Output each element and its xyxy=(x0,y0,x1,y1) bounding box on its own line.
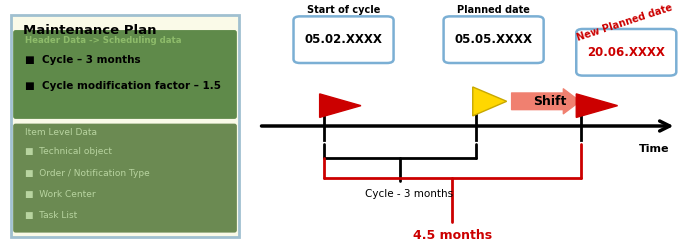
FancyBboxPatch shape xyxy=(576,29,676,76)
FancyArrowPatch shape xyxy=(512,89,580,114)
Text: ■  Cycle – 3 months: ■ Cycle – 3 months xyxy=(25,55,141,65)
Text: New Planned date: New Planned date xyxy=(575,3,674,43)
FancyBboxPatch shape xyxy=(13,124,237,233)
Text: 20.06.XXXX: 20.06.XXXX xyxy=(587,46,665,59)
Text: Item Level Data: Item Level Data xyxy=(25,128,97,137)
Polygon shape xyxy=(320,94,361,117)
Text: ■  Task List: ■ Task List xyxy=(25,211,77,220)
Text: ■  Order / Notification Type: ■ Order / Notification Type xyxy=(25,169,150,178)
Text: Start of cycle: Start of cycle xyxy=(307,5,380,15)
Text: Planned date: Planned date xyxy=(457,5,530,15)
Text: ■  Technical object: ■ Technical object xyxy=(25,147,112,156)
Text: Maintenance Plan: Maintenance Plan xyxy=(23,24,156,37)
FancyBboxPatch shape xyxy=(444,16,544,63)
Text: 05.02.XXXX: 05.02.XXXX xyxy=(305,33,382,46)
Text: 4.5 months: 4.5 months xyxy=(413,229,492,242)
Polygon shape xyxy=(473,87,507,116)
Polygon shape xyxy=(576,94,618,117)
Text: Header Data -> Scheduling data: Header Data -> Scheduling data xyxy=(25,36,182,45)
Text: Time: Time xyxy=(639,144,670,154)
FancyBboxPatch shape xyxy=(11,15,239,237)
Text: 05.05.XXXX: 05.05.XXXX xyxy=(455,33,533,46)
Text: ■  Work Center: ■ Work Center xyxy=(25,190,96,199)
Text: Shift: Shift xyxy=(534,95,567,108)
FancyBboxPatch shape xyxy=(294,16,394,63)
Text: ■  Cycle modification factor – 1.5: ■ Cycle modification factor – 1.5 xyxy=(25,81,221,91)
FancyBboxPatch shape xyxy=(13,30,237,119)
Text: Cycle - 3 months: Cycle - 3 months xyxy=(364,189,453,199)
